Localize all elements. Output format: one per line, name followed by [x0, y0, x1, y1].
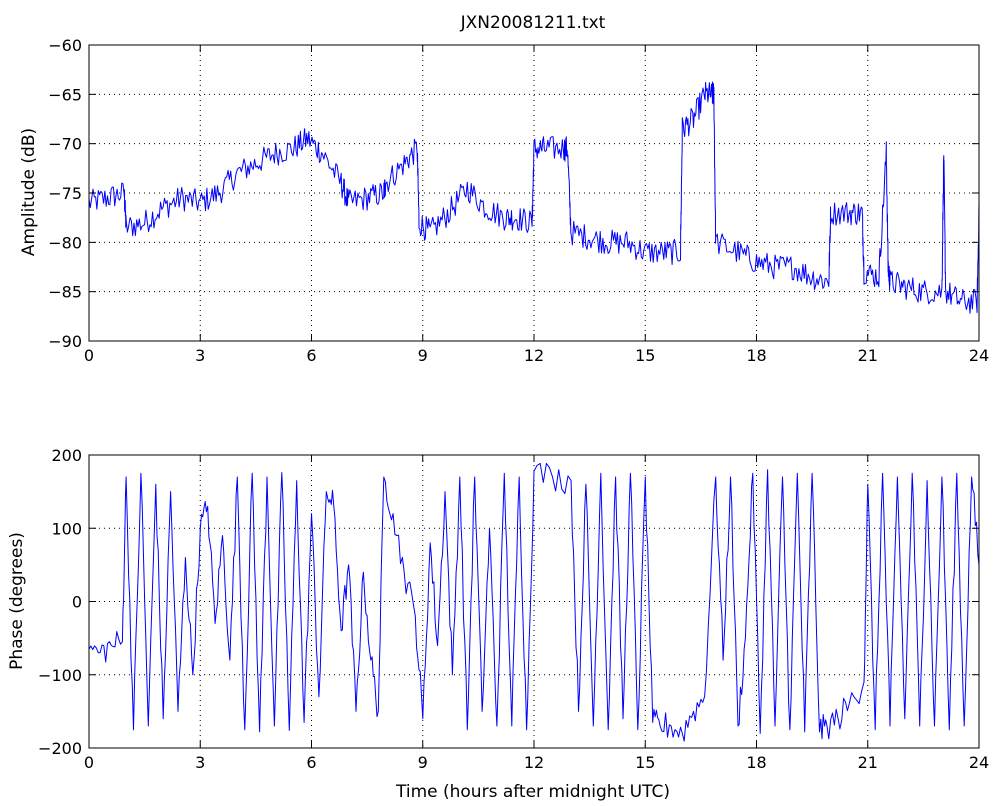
amplitude-series: [88, 81, 980, 314]
x-tick-label: 21: [858, 753, 878, 772]
x-tick-label: 15: [635, 753, 655, 772]
y-tick-label: −100: [38, 666, 82, 685]
x-tick-label: 0: [84, 753, 94, 772]
x-tick-label: 9: [418, 753, 428, 772]
x-tick-label: 21: [858, 346, 878, 365]
y-tick-label: 200: [51, 446, 82, 465]
x-tick-label: 24: [969, 346, 989, 365]
x-tick-label: 9: [418, 346, 428, 365]
phase-series: [88, 462, 980, 742]
y-tick-label: −85: [48, 283, 82, 302]
x-tick-label: 12: [524, 753, 544, 772]
y-tick-label: −90: [48, 332, 82, 351]
x-tick-label: 15: [635, 346, 655, 365]
phase-y-axis-label: Phase (degrees): [7, 532, 27, 670]
x-tick-label: 18: [746, 346, 766, 365]
phase-line: [88, 462, 980, 742]
y-tick-label: −80: [48, 233, 82, 252]
y-tick-label: −75: [48, 184, 82, 203]
y-tick-label: −65: [48, 85, 82, 104]
phase-grid: [89, 455, 979, 748]
amplitude-line: [88, 81, 980, 314]
x-tick-label: 3: [195, 753, 205, 772]
phase-ticks: 0 3 6 9 12 15 18 21 24 −200 −100 0 100 200: [38, 446, 989, 772]
y-tick-label: −200: [38, 739, 82, 758]
phase-x-axis-label: Time (hours after midnight UTC): [395, 782, 670, 802]
x-tick-label: 6: [306, 753, 316, 772]
amplitude-y-axis-label: Amplitude (dB): [19, 128, 39, 256]
x-tick-label: 12: [524, 346, 544, 365]
x-tick-label: 6: [306, 346, 316, 365]
amplitude-chart-title: JXN20081211.txt: [460, 13, 606, 33]
x-tick-label: 3: [195, 346, 205, 365]
x-tick-label: 24: [969, 753, 989, 772]
amplitude-axes: JXN20081211.txt 0 3 6 9 12 15 18 21 24 −90 −85 −80 −…: [19, 13, 989, 365]
x-tick-label: 0: [84, 346, 94, 365]
x-tick-label: 18: [746, 753, 766, 772]
phase-axes: 0 3 6 9 12 15 18 21 24 −200 −100 0 100 200 Phase (deg…: [7, 446, 989, 802]
y-tick-label: −60: [48, 36, 82, 55]
y-tick-label: −70: [48, 135, 82, 154]
y-tick-label: 0: [72, 593, 82, 612]
amplitude-ticks: 0 3 6 9 12 15 18 21 24 −90 −85 −80 −75 −70 −65 −60: [48, 36, 989, 365]
y-tick-label: 100: [51, 519, 82, 538]
